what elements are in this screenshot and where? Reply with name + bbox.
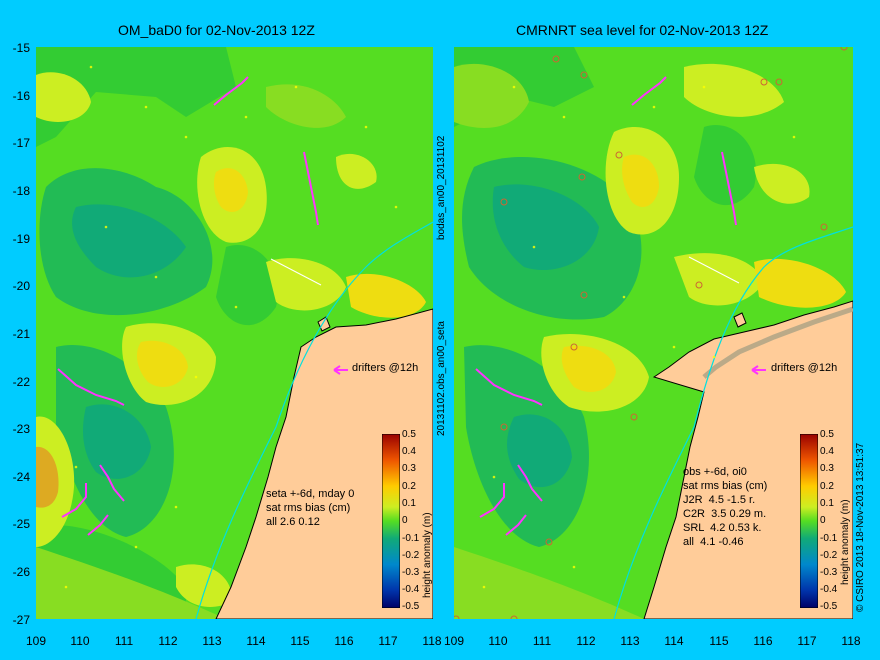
stats-line: seta +-6d, mday 0 [266,488,355,500]
colorbar-tick-label: 0.3 [402,463,416,474]
right-colorbar-label: height anomaly (m) [840,499,851,585]
right-panel-title: CMRNRT sea level for 02-Nov-2013 12Z [516,22,769,38]
drifter-legend-arrow [333,365,348,375]
y-tick-label: -18 [12,184,30,198]
colorbar-tick-label: 0 [820,515,826,526]
y-tick-label: -22 [12,375,30,389]
colorbar-tick-label: -0.2 [402,550,420,561]
stats-line: sat rms bias (cm) [683,480,768,492]
x-tick-label: 113 [620,634,640,648]
x-tick-label: 118 [422,634,442,648]
left-panel-title: OM_baD0 for 02-Nov-2013 12Z [118,22,315,38]
left-stats-block: seta +-6d, mday 0 sat rms bias (cm) all 2.… [266,487,354,529]
x-tick-label: 111 [532,634,552,648]
left-drifters-label: drifters @12h [352,362,419,374]
stats-line: J2R 4.5 -1.5 r. [683,494,756,506]
left-map [36,47,433,619]
obs-circles [454,47,848,619]
right-drifters-label: drifters @12h [771,362,838,374]
x-tick-label: 110 [70,634,90,648]
obs-file-label: 20131102.obs_an00_seta [436,321,447,436]
colorbar-tick-label: 0.2 [402,481,416,492]
stats-line: all 2.6 0.12 [266,516,320,528]
x-tick-label: 109 [443,634,465,648]
x-tick-label: 115 [290,634,310,648]
colorbar-tick-label: -0.2 [820,550,838,561]
colorbar-tick-label: 0.1 [402,498,416,509]
colorbar-tick-label: 0 [402,515,408,526]
stats-line: obs +-6d, oi0 [683,466,747,478]
x-tick-label: 118 [841,634,861,648]
drifter-legend-arrow [751,365,766,375]
right-stats-block: obs +-6d, oi0 sat rms bias (cm) J2R 4.5 -1… [683,465,767,549]
colorbar-tick-label: -0.1 [402,533,420,544]
y-tick-label: -20 [12,279,30,293]
y-tick-label: -19 [12,232,30,246]
obs-dots [482,85,796,589]
x-tick-label: 116 [334,634,354,648]
colorbar-tick-label: 0.5 [820,429,834,440]
y-tick-label: -17 [12,136,30,150]
x-tick-label: 117 [378,634,398,648]
colorbar-tick-label: -0.3 [402,567,420,578]
x-tick-label: 117 [797,634,817,648]
colorbar-tick-label: 0.2 [820,481,834,492]
x-tick-label: 112 [158,634,178,648]
credit-text: © CSIRO 2013 18-Nov-2013 13:51:37 [855,442,866,612]
stats-line: sat rms bias (cm) [266,502,351,514]
colorbar-tick-label: -0.5 [402,601,420,612]
y-tick-label: -24 [12,470,30,484]
y-tick-label: -15 [12,41,30,55]
x-tick-label: 110 [488,634,508,648]
analysis-file-label: bodas_an00_20131102 [436,135,447,240]
x-tick-label: 112 [576,634,596,648]
colorbar-tick-label: -0.3 [820,567,838,578]
stats-line: all 4.1 -0.46 [683,536,744,548]
drifter-tracks [475,76,737,536]
right-map [454,47,853,619]
obs-dots [64,65,398,589]
y-tick-label: -23 [12,422,30,436]
x-tick-label: 114 [246,634,266,648]
colorbar-tick-label: 0.4 [402,446,416,457]
x-tick-label: 116 [753,634,773,648]
x-tick-label: 114 [664,634,684,648]
y-tick-label: -21 [12,327,30,341]
colorbar-tick-label: 0.5 [402,429,416,440]
drifter-tracks [57,76,319,536]
stats-line: SRL 4.2 0.53 k. [683,522,762,534]
right-colorbar [800,434,818,608]
left-colorbar [382,434,400,608]
y-tick-label: -26 [12,565,30,579]
colorbar-tick-label: -0.4 [402,584,420,595]
y-tick-label: -27 [12,613,30,627]
y-tick-label: -16 [12,89,30,103]
x-tick-label: 109 [25,634,47,648]
x-tick-label: 115 [709,634,729,648]
stats-line: C2R 3.5 0.29 m. [683,508,767,520]
colorbar-tick-label: -0.4 [820,584,838,595]
left-colorbar-label: height anomaly (m) [422,512,433,598]
colorbar-tick-label: -0.1 [820,533,838,544]
colorbar-tick-label: 0.1 [820,498,834,509]
x-tick-label: 111 [114,634,134,648]
colorbar-tick-label: 0.4 [820,446,834,457]
colorbar-tick-label: 0.3 [820,463,834,474]
colorbar-tick-label: -0.5 [820,601,838,612]
x-tick-label: 113 [202,634,222,648]
y-tick-label: -25 [12,517,30,531]
